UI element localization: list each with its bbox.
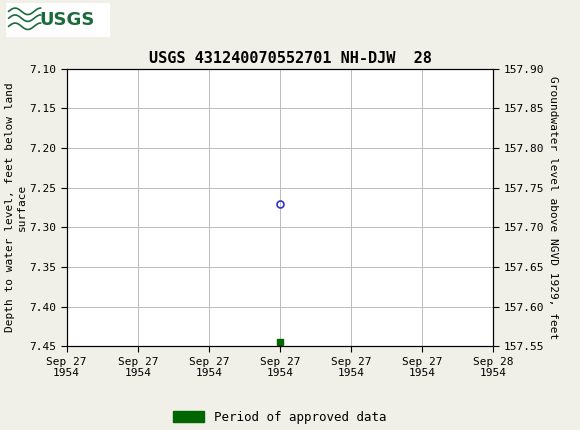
Text: USGS: USGS	[39, 11, 95, 29]
Bar	[6, 3, 110, 37]
Legend: Period of approved data: Period of approved data	[168, 405, 392, 429]
Text: USGS 431240070552701 NH-DJW  28: USGS 431240070552701 NH-DJW 28	[148, 51, 432, 65]
Y-axis label: Depth to water level, feet below land
surface: Depth to water level, feet below land su…	[5, 83, 27, 332]
Y-axis label: Groundwater level above NGVD 1929, feet: Groundwater level above NGVD 1929, feet	[548, 76, 558, 339]
